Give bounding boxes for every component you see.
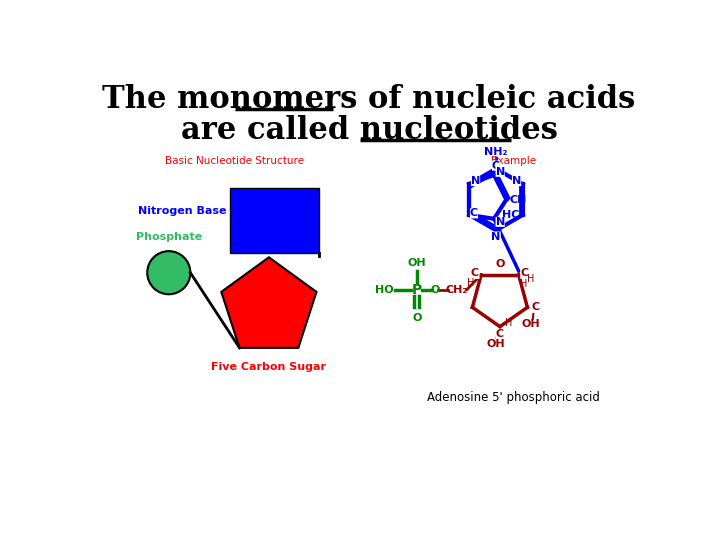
Text: O: O	[412, 313, 421, 323]
Text: OH: OH	[522, 319, 541, 329]
Text: The monomers of nucleic acids: The monomers of nucleic acids	[102, 84, 636, 115]
Text: Phosphate: Phosphate	[135, 232, 202, 242]
Text: H: H	[467, 278, 474, 288]
Bar	[230, 188, 319, 253]
Text: Example: Example	[491, 156, 536, 166]
Text: HO: HO	[375, 285, 394, 295]
Polygon shape	[221, 257, 317, 348]
Text: OH: OH	[487, 339, 505, 348]
Text: Basic Nucleotide Structure: Basic Nucleotide Structure	[165, 156, 304, 166]
Text: CH: CH	[510, 194, 527, 205]
Text: N: N	[512, 176, 521, 186]
Text: N: N	[471, 176, 480, 186]
Text: OH: OH	[408, 258, 426, 268]
Text: CH₂: CH₂	[446, 285, 468, 295]
Text: C: C	[521, 268, 529, 279]
Text: H: H	[505, 318, 513, 328]
Text: HC: HC	[502, 210, 519, 220]
Text: are called nucleotides: are called nucleotides	[181, 115, 557, 146]
Text: N: N	[495, 217, 505, 227]
Text: C: C	[470, 208, 478, 218]
Circle shape	[148, 251, 190, 294]
Text: H: H	[520, 279, 527, 289]
Text: C: C	[496, 329, 504, 339]
Text: Adenosine 5' phosphoric acid: Adenosine 5' phosphoric acid	[428, 391, 600, 404]
Text: N: N	[495, 167, 505, 177]
Text: O: O	[431, 285, 440, 295]
Text: P: P	[412, 282, 422, 296]
Text: NH₂: NH₂	[485, 147, 508, 157]
Text: Five Carbon Sugar: Five Carbon Sugar	[212, 362, 326, 372]
Text: Nitrogen Base: Nitrogen Base	[138, 206, 227, 216]
Text: C: C	[492, 161, 500, 171]
Text: O: O	[495, 259, 505, 269]
Text: H: H	[527, 274, 535, 284]
Text: C: C	[471, 268, 479, 279]
Text: N: N	[492, 232, 500, 241]
Text: C: C	[531, 302, 539, 312]
